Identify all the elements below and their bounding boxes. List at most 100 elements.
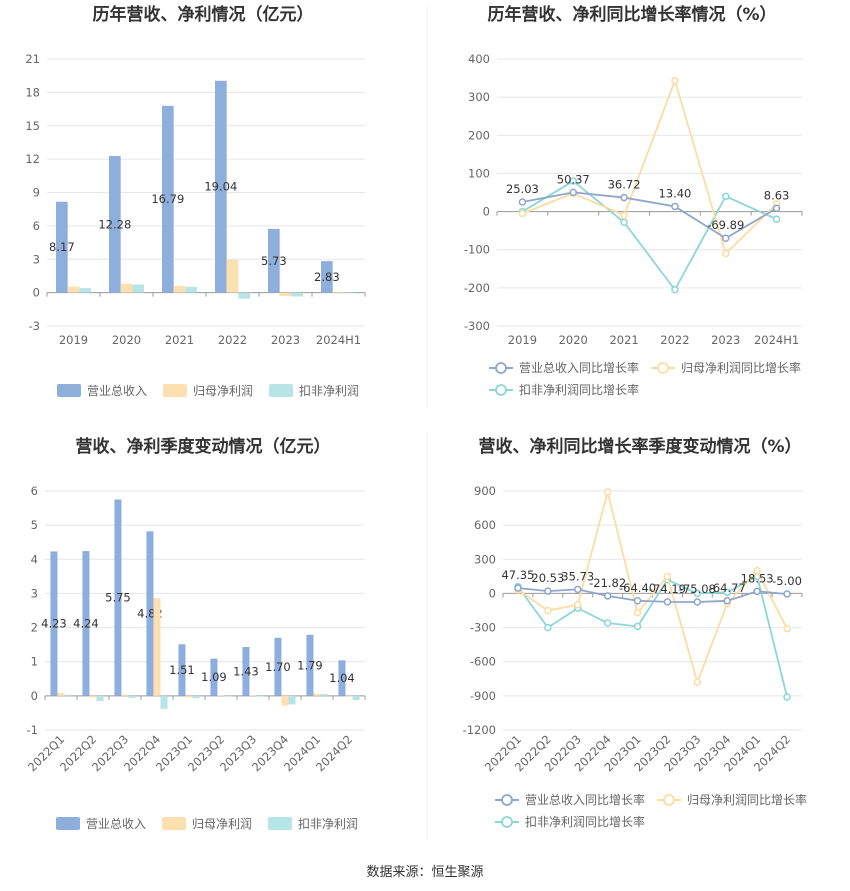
series-point bbox=[723, 597, 731, 605]
bar bbox=[178, 644, 186, 696]
legend-swatch bbox=[269, 384, 293, 397]
series-point bbox=[544, 606, 552, 615]
y-tick-label: 12 bbox=[25, 152, 40, 166]
bar bbox=[56, 201, 68, 293]
x-tick-label: 2019 bbox=[59, 333, 88, 347]
y-tick-label: 2 bbox=[31, 621, 38, 635]
line-value-label: -69.89 bbox=[707, 218, 744, 232]
legend-marker bbox=[495, 384, 507, 396]
bar bbox=[153, 598, 161, 696]
legend-label: 扣非净利润同比增长率 bbox=[519, 382, 639, 397]
bar bbox=[338, 660, 346, 696]
legend-swatch bbox=[268, 817, 292, 830]
y-tick-label: 100 bbox=[468, 166, 490, 180]
chart-title: 营收、净利季度变动情况（亿元） bbox=[76, 436, 331, 457]
series-point bbox=[671, 286, 679, 294]
bar bbox=[146, 531, 154, 696]
bar-value-label: 5.75 bbox=[105, 591, 131, 605]
bar bbox=[128, 695, 136, 698]
bar bbox=[249, 695, 257, 697]
y-tick-label: 15 bbox=[25, 119, 40, 133]
y-tick-label: 18 bbox=[25, 85, 40, 99]
series-point bbox=[569, 177, 577, 185]
y-tick-label: -100 bbox=[464, 243, 490, 257]
data-source-note: 数据来源：恒生聚源 bbox=[366, 865, 483, 880]
bar bbox=[281, 695, 289, 706]
line-value-label: -64.40 bbox=[619, 581, 656, 595]
series-point bbox=[603, 619, 612, 627]
chart-title: 历年营收、净利同比增长率情况（%） bbox=[487, 4, 776, 25]
x-tick-label: 2024H1 bbox=[316, 333, 361, 347]
bar bbox=[96, 695, 104, 701]
bar bbox=[215, 80, 227, 293]
bar bbox=[109, 156, 121, 293]
bar bbox=[226, 259, 239, 293]
series-line bbox=[521, 179, 777, 292]
y-tick-label: 300 bbox=[474, 552, 496, 566]
legend-label: 扣非净利润 bbox=[298, 817, 358, 831]
line-value-label: 18.53 bbox=[741, 571, 774, 585]
series-point bbox=[544, 587, 552, 595]
bar bbox=[82, 551, 90, 696]
series-point bbox=[722, 234, 730, 242]
line-value-label: -21.82 bbox=[589, 576, 626, 590]
x-tick-label: 2023 bbox=[271, 333, 300, 347]
series-point bbox=[783, 590, 791, 598]
legend-label: 归母净利润 bbox=[192, 817, 252, 831]
x-tick-label: 2023 bbox=[711, 333, 740, 347]
y-tick-label: 5 bbox=[31, 518, 38, 532]
y-tick-label: 21 bbox=[25, 52, 40, 66]
bar bbox=[217, 695, 225, 697]
series-line bbox=[517, 587, 788, 603]
legend-label: 归母净利润同比增长率 bbox=[681, 360, 801, 375]
line-value-label: 8.63 bbox=[764, 188, 790, 202]
bar bbox=[306, 634, 314, 696]
bar bbox=[185, 695, 193, 698]
line-value-label: -75.08 bbox=[679, 582, 716, 596]
bar bbox=[291, 292, 303, 297]
x-tick-label: 2020 bbox=[559, 333, 588, 347]
bar bbox=[160, 695, 168, 709]
y-tick-label: 6 bbox=[31, 484, 38, 498]
series-point bbox=[671, 202, 679, 211]
bar bbox=[185, 286, 197, 293]
bar bbox=[132, 284, 144, 293]
series-point bbox=[620, 218, 628, 227]
bar-value-label: 19.04 bbox=[204, 180, 237, 194]
legend-label: 归母净利润 bbox=[193, 384, 253, 398]
bar-value-label: 1.43 bbox=[233, 664, 259, 678]
legend-marker bbox=[501, 794, 513, 806]
bar-value-label: 16.79 bbox=[151, 192, 184, 206]
series-point bbox=[723, 588, 731, 597]
bar bbox=[320, 694, 328, 696]
y-tick-label: -300 bbox=[464, 319, 490, 333]
bar-value-label: 1.79 bbox=[297, 658, 323, 672]
series-point bbox=[633, 597, 642, 605]
series-point bbox=[772, 204, 781, 213]
line-value-label: 20.53 bbox=[531, 571, 564, 585]
x-tick-label: 2024H1 bbox=[754, 333, 799, 347]
y-tick-label: 4 bbox=[31, 552, 38, 566]
x-tick-label: 2021 bbox=[609, 333, 638, 347]
y-tick-label: 3 bbox=[33, 252, 40, 266]
line-value-label: 13.40 bbox=[658, 186, 691, 200]
legend-label: 归母净利润同比增长率 bbox=[687, 792, 807, 807]
line-value-label: -74.19 bbox=[649, 582, 686, 596]
series-line bbox=[517, 575, 788, 698]
series-point bbox=[772, 215, 781, 223]
line-value-label: -64.77 bbox=[709, 581, 746, 595]
y-tick-label: -1 bbox=[27, 723, 38, 737]
series-point bbox=[783, 624, 791, 633]
series-point bbox=[620, 211, 628, 220]
series-point bbox=[544, 623, 552, 632]
series-point bbox=[603, 592, 612, 600]
y-tick-label: -200 bbox=[464, 281, 490, 295]
bar bbox=[67, 286, 80, 293]
series-line bbox=[522, 77, 778, 256]
x-tick-label: 2022 bbox=[660, 333, 689, 347]
y-tick-label: 9 bbox=[33, 186, 40, 200]
series-point bbox=[663, 572, 672, 581]
bar-value-label: 4.23 bbox=[41, 617, 67, 631]
annual-values-chart: 历年营收、净利情况（亿元） -3 0 3 6 9 12 15 18 21 2019 2020 2021 2… bbox=[25, 4, 366, 398]
